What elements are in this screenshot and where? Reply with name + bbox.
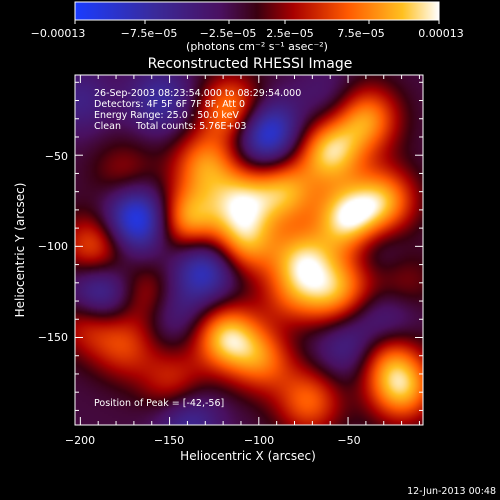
heatmap-image [75, 75, 423, 425]
colorbar-tick-label-4: 7.5e−05 [337, 27, 384, 40]
x-axis-label: Heliocentric X (arcsec) [180, 449, 316, 463]
colorbar-ticks [74, 20, 440, 24]
annotation-clean-counts: Clean Total counts: 5.76E+03 [94, 121, 246, 132]
y-tick-label-2: −150 [38, 331, 68, 344]
colorbar-tick-label-5: 0.00013 [418, 27, 464, 40]
annotation-time-range: 26-Sep-2003 08:23:54.000 to 08:29:54.000 [94, 88, 301, 99]
y-tick-label-0: −50 [45, 150, 68, 163]
colorbar-tick-label-0: −0.00013 [31, 27, 86, 40]
x-tick-label-1: −150 [154, 434, 184, 447]
y-axis-label: Heliocentric Y (arcsec) [13, 183, 27, 318]
plot-frame [74, 74, 424, 426]
render-timestamp: 12-Jun-2013 00:48 [407, 486, 496, 497]
peak-position-label: Position of Peak = [-42,-56] [94, 398, 224, 409]
colorbar-tick-label-1: −7.5e−05 [121, 27, 178, 40]
annotation-energy-range: Energy Range: 25.0 - 50.0 keV [94, 110, 239, 121]
colorbar-frame [74, 1, 440, 21]
x-tick-label-0: −200 [65, 434, 95, 447]
colorbar [75, 2, 439, 20]
colorbar-tick-label-2: −2.5e−05 [200, 27, 257, 40]
x-tick-label-3: −50 [337, 434, 360, 447]
y-tick-label-1: −100 [38, 240, 68, 253]
annotation-detectors: Detectors: 4F 5F 6F 7F 8F, Att 0 [94, 99, 245, 110]
x-tick-label-2: −100 [244, 434, 274, 447]
colorbar-units-label: (photons cm⁻² s⁻¹ asec⁻²) [186, 40, 328, 53]
chart-title: Reconstructed RHESSI Image [148, 56, 353, 72]
axis-ticks [75, 75, 423, 425]
colorbar-tick-label-3: 2.5e−05 [266, 27, 313, 40]
